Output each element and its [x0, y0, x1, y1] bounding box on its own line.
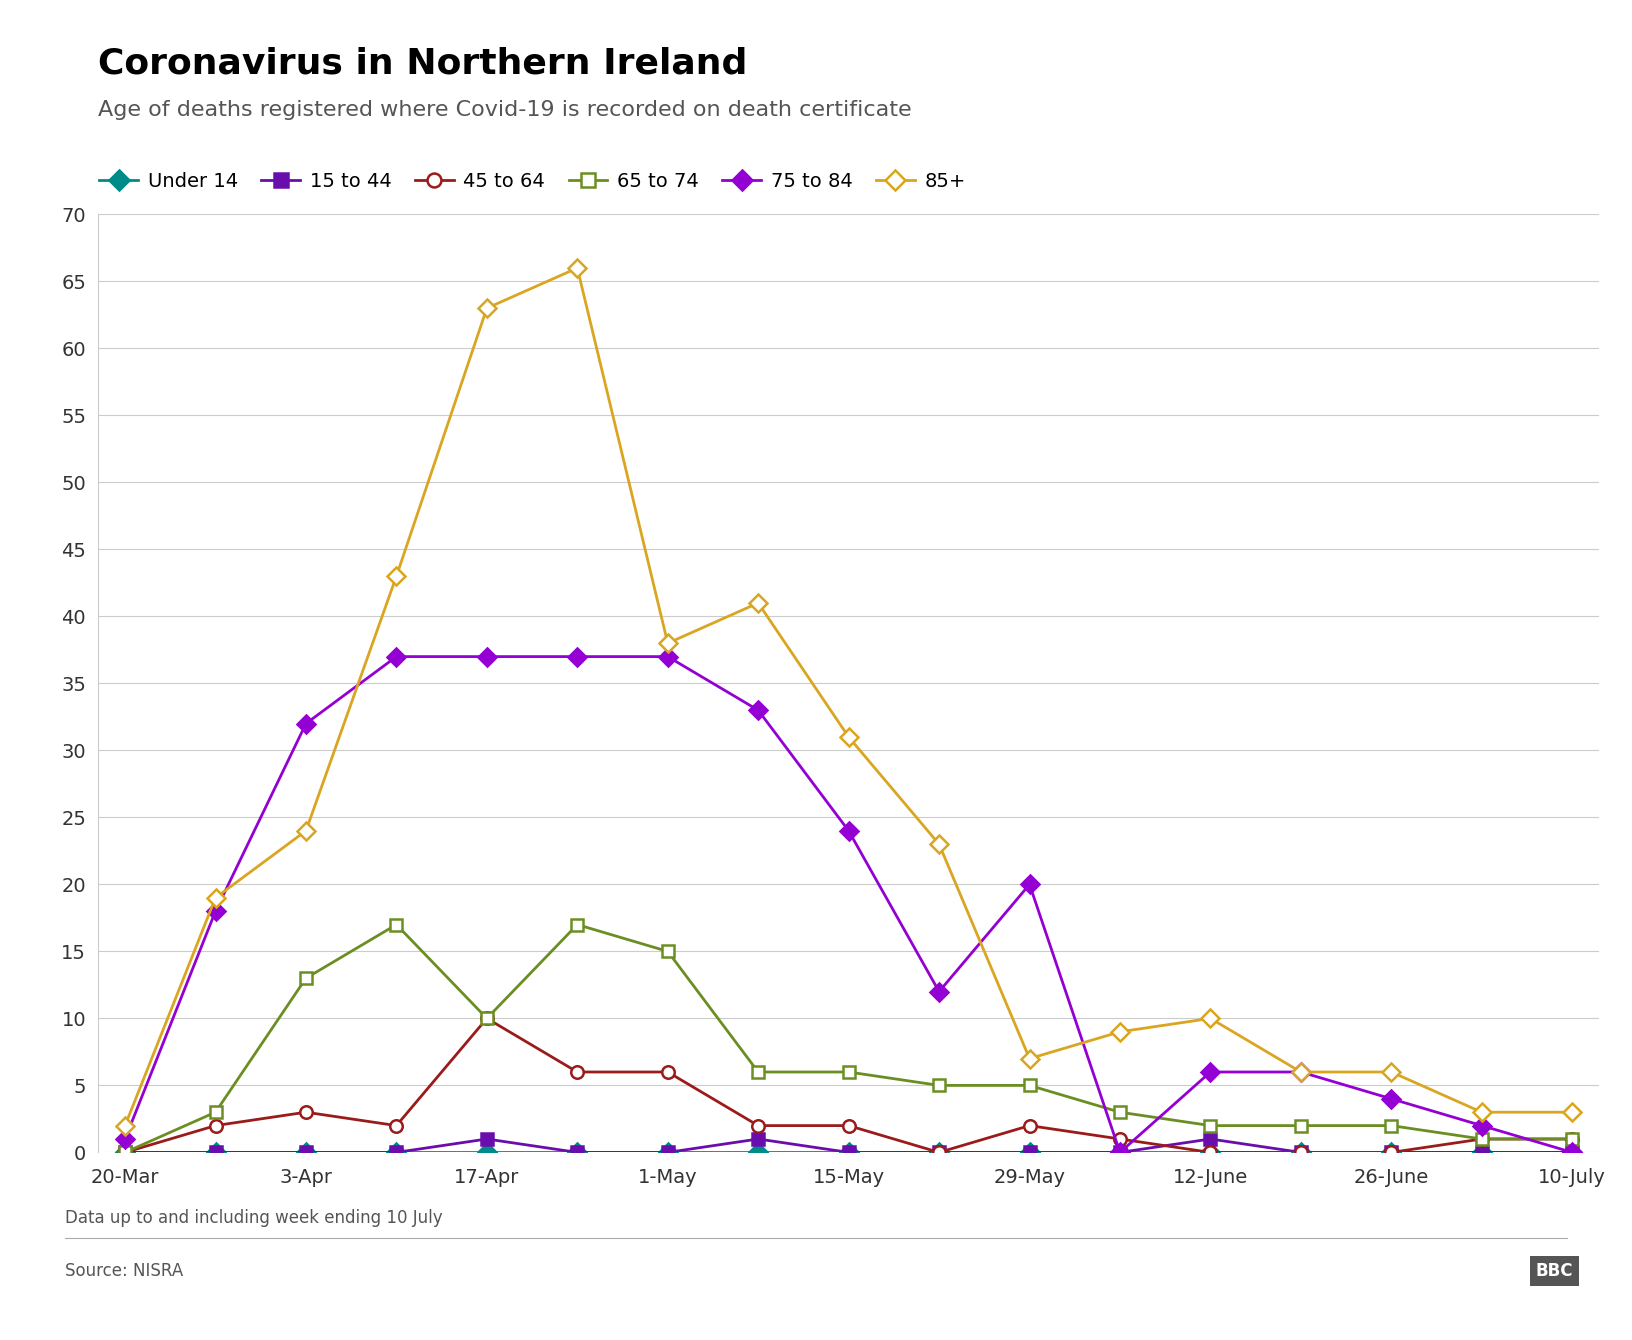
- Text: Source: NISRA: Source: NISRA: [65, 1262, 183, 1280]
- Text: Age of deaths registered where Covid-19 is recorded on death certificate: Age of deaths registered where Covid-19 …: [98, 100, 912, 121]
- Text: BBC: BBC: [1536, 1262, 1573, 1280]
- Legend: Under 14, 15 to 44, 45 to 64, 65 to 74, 75 to 84, 85+: Under 14, 15 to 44, 45 to 64, 65 to 74, …: [91, 163, 974, 198]
- Text: Coronavirus in Northern Ireland: Coronavirus in Northern Ireland: [98, 47, 747, 80]
- Text: Data up to and including week ending 10 July: Data up to and including week ending 10 …: [65, 1209, 442, 1226]
